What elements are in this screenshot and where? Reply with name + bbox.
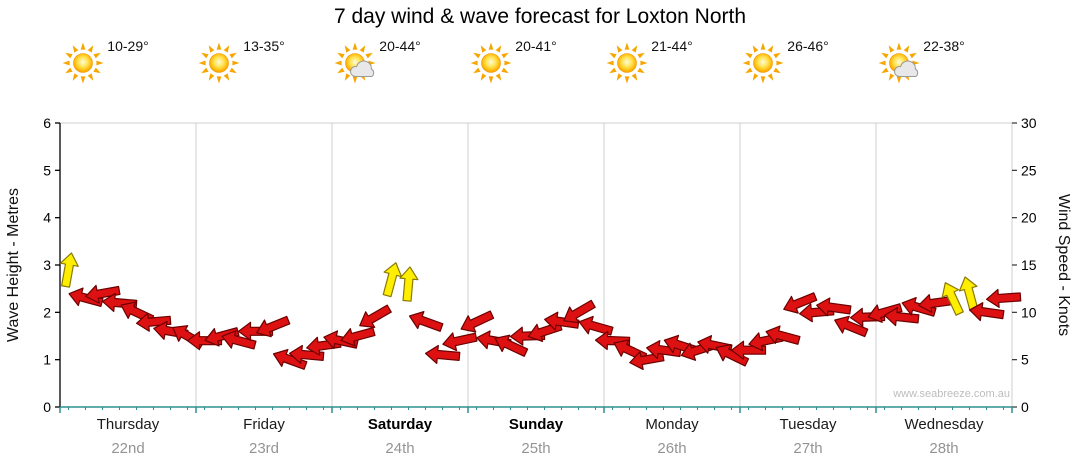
wind-arrow bbox=[135, 312, 172, 332]
sun-icon bbox=[606, 42, 648, 84]
day-name: Saturday bbox=[367, 416, 433, 433]
sun-cloud-icon bbox=[878, 42, 920, 84]
y-tick-label-left: 4 bbox=[43, 210, 51, 226]
wind-arrow bbox=[340, 327, 376, 347]
y-tick-label-right: 25 bbox=[1021, 162, 1037, 178]
y-tick-label-left: 1 bbox=[43, 352, 51, 368]
day-name: Sunday bbox=[508, 416, 564, 433]
x-label-friday: Friday 23rd bbox=[196, 416, 332, 457]
wind-arrow bbox=[256, 315, 291, 338]
day-name: Wednesday bbox=[904, 416, 984, 433]
sun-icon bbox=[62, 42, 104, 84]
sun-icon bbox=[470, 42, 512, 84]
temp-range: 13-35° bbox=[243, 38, 285, 54]
wind-arrow bbox=[442, 332, 478, 352]
day-header-thursday: 10-29° bbox=[60, 38, 196, 84]
sun-icon bbox=[198, 42, 240, 84]
wind-arrow bbox=[563, 299, 596, 324]
y-tick-label-left: 6 bbox=[43, 115, 51, 131]
wind-arrow bbox=[408, 311, 444, 332]
y-axis-label-wave-height: Wave Height - Metres bbox=[5, 187, 22, 343]
day-date: 24th bbox=[385, 440, 415, 457]
cloud-icon bbox=[894, 60, 919, 77]
chart-title: 7 day wind & wave forecast for Loxton No… bbox=[333, 5, 747, 28]
x-label-sunday: Sunday 25th bbox=[468, 416, 604, 457]
cloud-icon bbox=[350, 60, 375, 77]
day-name: Monday bbox=[645, 416, 699, 433]
day-date: 27th bbox=[793, 440, 823, 457]
temp-range: 20-41° bbox=[515, 38, 557, 54]
wind-arrow bbox=[594, 330, 631, 351]
x-label-thursday: Thursday 22nd bbox=[60, 416, 196, 457]
x-label-saturday: Saturday 24th bbox=[332, 416, 468, 457]
wind-arrow bbox=[494, 334, 529, 357]
wind-arrow bbox=[765, 325, 801, 345]
x-label-tuesday: Tuesday 27th bbox=[740, 416, 876, 457]
y-tick-label-right: 5 bbox=[1021, 352, 1029, 368]
wind-arrow bbox=[382, 262, 403, 298]
day-header-sunday: 20-41° bbox=[468, 38, 604, 84]
y-tick-label-right: 20 bbox=[1021, 210, 1037, 226]
day-date: 26th bbox=[657, 440, 687, 457]
y-tick-label-left: 3 bbox=[43, 257, 51, 273]
wind-arrow bbox=[272, 348, 308, 370]
y-tick-label-left: 0 bbox=[43, 399, 51, 415]
day-name: Tuesday bbox=[779, 416, 837, 433]
day-date: 25th bbox=[521, 440, 551, 457]
x-label-wednesday: Wednesday 28th bbox=[876, 416, 1012, 457]
temp-range: 20-44° bbox=[379, 38, 421, 54]
day-header-wednesday: 22-38° bbox=[876, 38, 1012, 84]
wind-arrow bbox=[941, 282, 964, 316]
y-tick-label-left: 2 bbox=[43, 304, 51, 320]
y-tick-label-right: 0 bbox=[1021, 399, 1029, 415]
y-tick-label-right: 15 bbox=[1021, 257, 1037, 273]
wind-arrow bbox=[715, 344, 750, 367]
day-name: Thursday bbox=[96, 416, 160, 433]
sun-icon bbox=[742, 42, 784, 84]
sun-cloud-icon bbox=[334, 42, 376, 84]
day-name: Friday bbox=[243, 416, 285, 433]
y-tick-label-left: 5 bbox=[43, 162, 51, 178]
wind-arrow bbox=[816, 297, 852, 317]
day-header-friday: 13-35° bbox=[196, 38, 332, 84]
wind-arrow bbox=[883, 307, 920, 327]
watermark: www.seabreeze.com.au bbox=[893, 388, 1010, 400]
wind-arrow bbox=[783, 292, 818, 314]
temp-range: 22-38° bbox=[923, 38, 965, 54]
wind-arrow bbox=[424, 344, 461, 365]
wind-arrow bbox=[59, 252, 79, 288]
wind-arrow bbox=[958, 276, 979, 312]
wind-arrow bbox=[969, 302, 1005, 322]
day-header-monday: 21-44° bbox=[604, 38, 740, 84]
wind-arrow bbox=[359, 304, 392, 328]
wind-arrow bbox=[834, 315, 869, 338]
wind-arrow bbox=[578, 315, 614, 336]
wind-arrow bbox=[985, 288, 1022, 309]
wind-arrow bbox=[221, 330, 257, 350]
wind-arrow bbox=[288, 344, 325, 365]
temp-range: 21-44° bbox=[651, 38, 693, 54]
wind-arrow bbox=[85, 284, 121, 304]
day-header-tuesday: 26-46° bbox=[740, 38, 876, 84]
day-date: 22nd bbox=[111, 440, 145, 457]
wind-arrow bbox=[867, 303, 903, 323]
day-date: 28th bbox=[929, 440, 959, 457]
y-tick-label-right: 10 bbox=[1021, 304, 1037, 320]
day-date: 23rd bbox=[248, 440, 280, 457]
wind-arrow bbox=[460, 310, 495, 333]
temp-range: 26-46° bbox=[787, 38, 829, 54]
y-tick-label-right: 30 bbox=[1021, 115, 1037, 131]
x-label-monday: Monday 26th bbox=[604, 416, 740, 457]
temp-range: 10-29° bbox=[107, 38, 149, 54]
wind-arrow bbox=[399, 266, 419, 302]
y-axis-label-wind-speed: Wind Speed - Knots bbox=[1055, 193, 1072, 337]
day-header-saturday: 20-44° bbox=[332, 38, 468, 84]
